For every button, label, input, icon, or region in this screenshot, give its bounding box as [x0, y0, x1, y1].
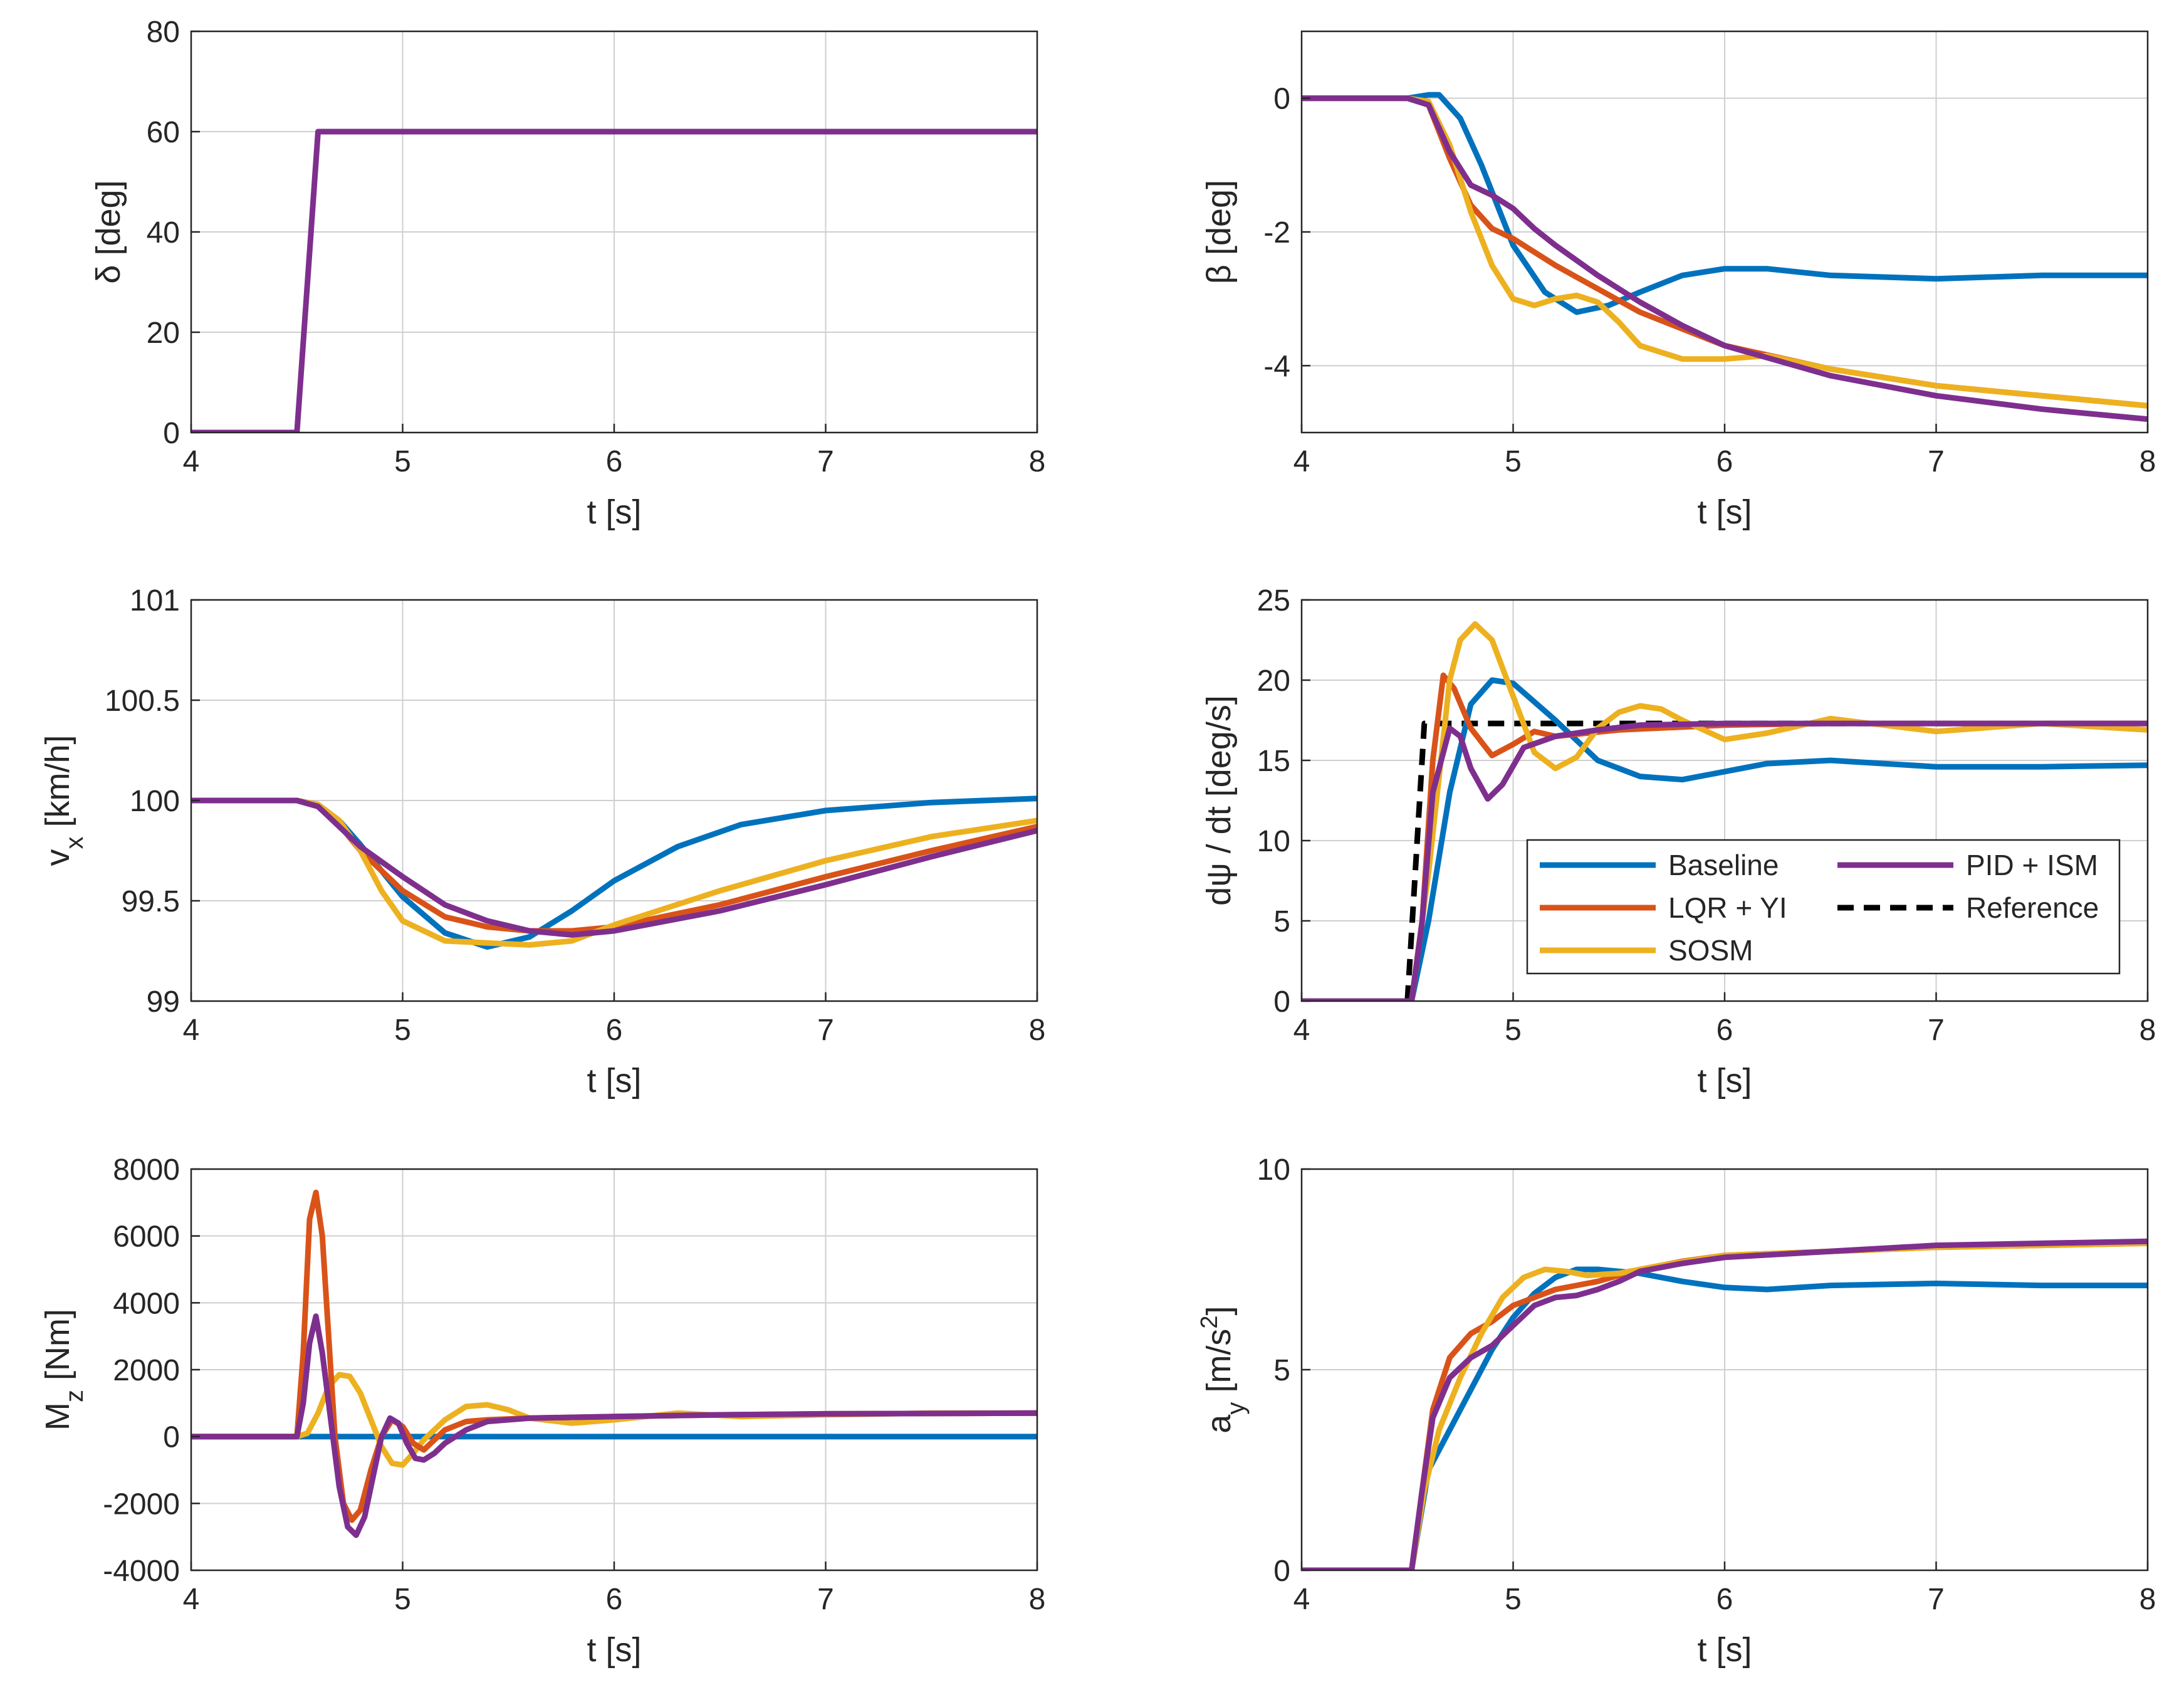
x-tick-label: 8 — [1029, 445, 1046, 478]
y-tick-label: 60 — [147, 116, 180, 149]
x-tick-label: 7 — [817, 1014, 834, 1047]
y-tick-label: 10 — [1257, 1153, 1290, 1187]
y-axis-label: δ [deg] — [90, 180, 127, 283]
x-tick-label: 8 — [1029, 1583, 1046, 1616]
y-tick-label: -4 — [1263, 350, 1290, 383]
series-line-baseline — [1302, 1266, 2148, 1570]
legend-label-reference: Reference — [1966, 891, 2099, 924]
x-tick-label: 8 — [1029, 1014, 1046, 1047]
x-tick-label: 4 — [183, 1014, 200, 1047]
x-tick-label: 6 — [606, 445, 623, 478]
x-axis-label: t [s] — [1697, 1631, 1752, 1669]
y-axis-label: Mz [Nm] — [39, 1309, 88, 1430]
x-axis-label: t [s] — [587, 1631, 641, 1669]
x-tick-label: 8 — [2140, 1014, 2156, 1047]
x-tick-label: 6 — [1716, 445, 1733, 478]
y-tick-label: 0 — [163, 1421, 180, 1454]
y-tick-label: 99.5 — [122, 885, 180, 918]
y-tick-label: 5 — [1273, 1354, 1290, 1387]
panel-vx: 4 5 6 7 8 99 99.5 100 100.5 101 t [s] vx [km/h] — [39, 584, 1045, 1100]
y-tick-label: 80 — [147, 16, 180, 49]
x-tick-label: 5 — [1505, 1014, 1522, 1047]
panel-yawrate: 4 5 6 7 8 0 5 10 15 20 25 t [s] dψ / dt [deg/s] Basel… — [1200, 584, 2156, 1100]
series-line-pid_ism — [1302, 95, 2148, 423]
y-tick-label: 8000 — [113, 1153, 180, 1187]
x-tick-label: 7 — [817, 1583, 834, 1616]
y-tick-label: -4000 — [103, 1555, 180, 1588]
series-line-baseline — [1302, 677, 2148, 1001]
y-tick-label: 0 — [163, 417, 180, 450]
y-tick-label: 0 — [1273, 83, 1290, 116]
x-tick-label: 6 — [606, 1583, 623, 1616]
x-tick-label: 6 — [1716, 1014, 1733, 1047]
x-axis-label: t [s] — [587, 1062, 641, 1100]
y-tick-label: 100 — [130, 785, 180, 818]
x-tick-label: 5 — [394, 445, 411, 478]
x-tick-label: 5 — [394, 1014, 411, 1047]
y-tick-label: 101 — [130, 584, 180, 617]
legend-label-lqr_yi: LQR + YI — [1668, 891, 1787, 924]
panel-mz: 4 5 6 7 8 -4000 -2000 0 2000 4000 6000 8000 t [s] Mz … — [39, 1153, 1045, 1669]
x-tick-label: 5 — [394, 1583, 411, 1616]
x-tick-label: 7 — [1928, 1583, 1945, 1616]
x-tick-label: 7 — [817, 445, 834, 478]
x-tick-label: 5 — [1505, 445, 1522, 478]
series-line-pid_ism — [1302, 720, 2148, 1001]
y-axis-label: vx [km/h] — [39, 735, 88, 866]
x-tick-label: 4 — [1293, 1014, 1310, 1047]
series-line-baseline — [1302, 92, 2148, 315]
y-tick-label: -2 — [1263, 216, 1290, 249]
series-line-pid_ism — [191, 1313, 1037, 1538]
legend-label-pid_ism: PID + ISM — [1966, 849, 2098, 881]
x-tick-label: 4 — [1293, 1583, 1310, 1616]
y-tick-label: 6000 — [113, 1220, 180, 1254]
y-tick-label: -2000 — [103, 1488, 180, 1521]
series-line-sosm — [191, 797, 1037, 948]
x-tick-label: 4 — [183, 1583, 200, 1616]
panel-beta: 4 5 6 7 8 -4 -2 0 t [s] β [deg] — [1200, 30, 2156, 531]
legend-label-sosm: SOSM — [1668, 934, 1753, 967]
y-tick-label: 2000 — [113, 1354, 180, 1387]
x-tick-label: 7 — [1928, 1014, 1945, 1047]
x-tick-label: 4 — [183, 445, 200, 478]
x-axis-label: t [s] — [587, 493, 641, 531]
panel-ay: 4 5 6 7 8 0 5 10 t [s] ay [m/s2] — [1196, 1153, 2156, 1669]
legend-label-baseline: Baseline — [1668, 849, 1779, 881]
series-line-pid_ism — [191, 797, 1037, 938]
x-tick-label: 6 — [1716, 1583, 1733, 1616]
x-tick-label: 4 — [1293, 445, 1310, 478]
y-tick-label: 40 — [147, 216, 180, 249]
y-tick-label: 0 — [1273, 985, 1290, 1019]
y-axis-label: ay [m/s2] — [1196, 1306, 1250, 1433]
y-tick-label: 100.5 — [105, 685, 180, 718]
y-axis-label: dψ / dt [deg/s] — [1200, 695, 1238, 906]
x-axis-label: t [s] — [1697, 1062, 1752, 1100]
legend: Baseline PID + ISM LQR + YI Reference SOSM — [1526, 839, 2121, 975]
y-axis-label: β [deg] — [1200, 180, 1238, 284]
x-tick-label: 5 — [1505, 1583, 1522, 1616]
y-tick-label: 5 — [1273, 905, 1290, 938]
y-tick-label: 25 — [1257, 584, 1290, 617]
y-tick-label: 20 — [147, 317, 180, 350]
y-tick-label: 99 — [147, 985, 180, 1019]
y-tick-label: 20 — [1257, 664, 1290, 698]
x-axis-label: t [s] — [1697, 493, 1752, 531]
y-tick-label: 4000 — [113, 1287, 180, 1320]
y-tick-label: 0 — [1273, 1555, 1290, 1588]
x-tick-label: 7 — [1928, 445, 1945, 478]
series-line-pid_ism — [191, 129, 1037, 433]
x-tick-label: 8 — [2140, 1583, 2156, 1616]
x-tick-label: 6 — [606, 1014, 623, 1047]
x-tick-label: 8 — [2140, 445, 2156, 478]
series-line-pid_ism — [1302, 1238, 2148, 1570]
y-tick-label: 10 — [1257, 825, 1290, 858]
y-tick-label: 15 — [1257, 745, 1290, 778]
